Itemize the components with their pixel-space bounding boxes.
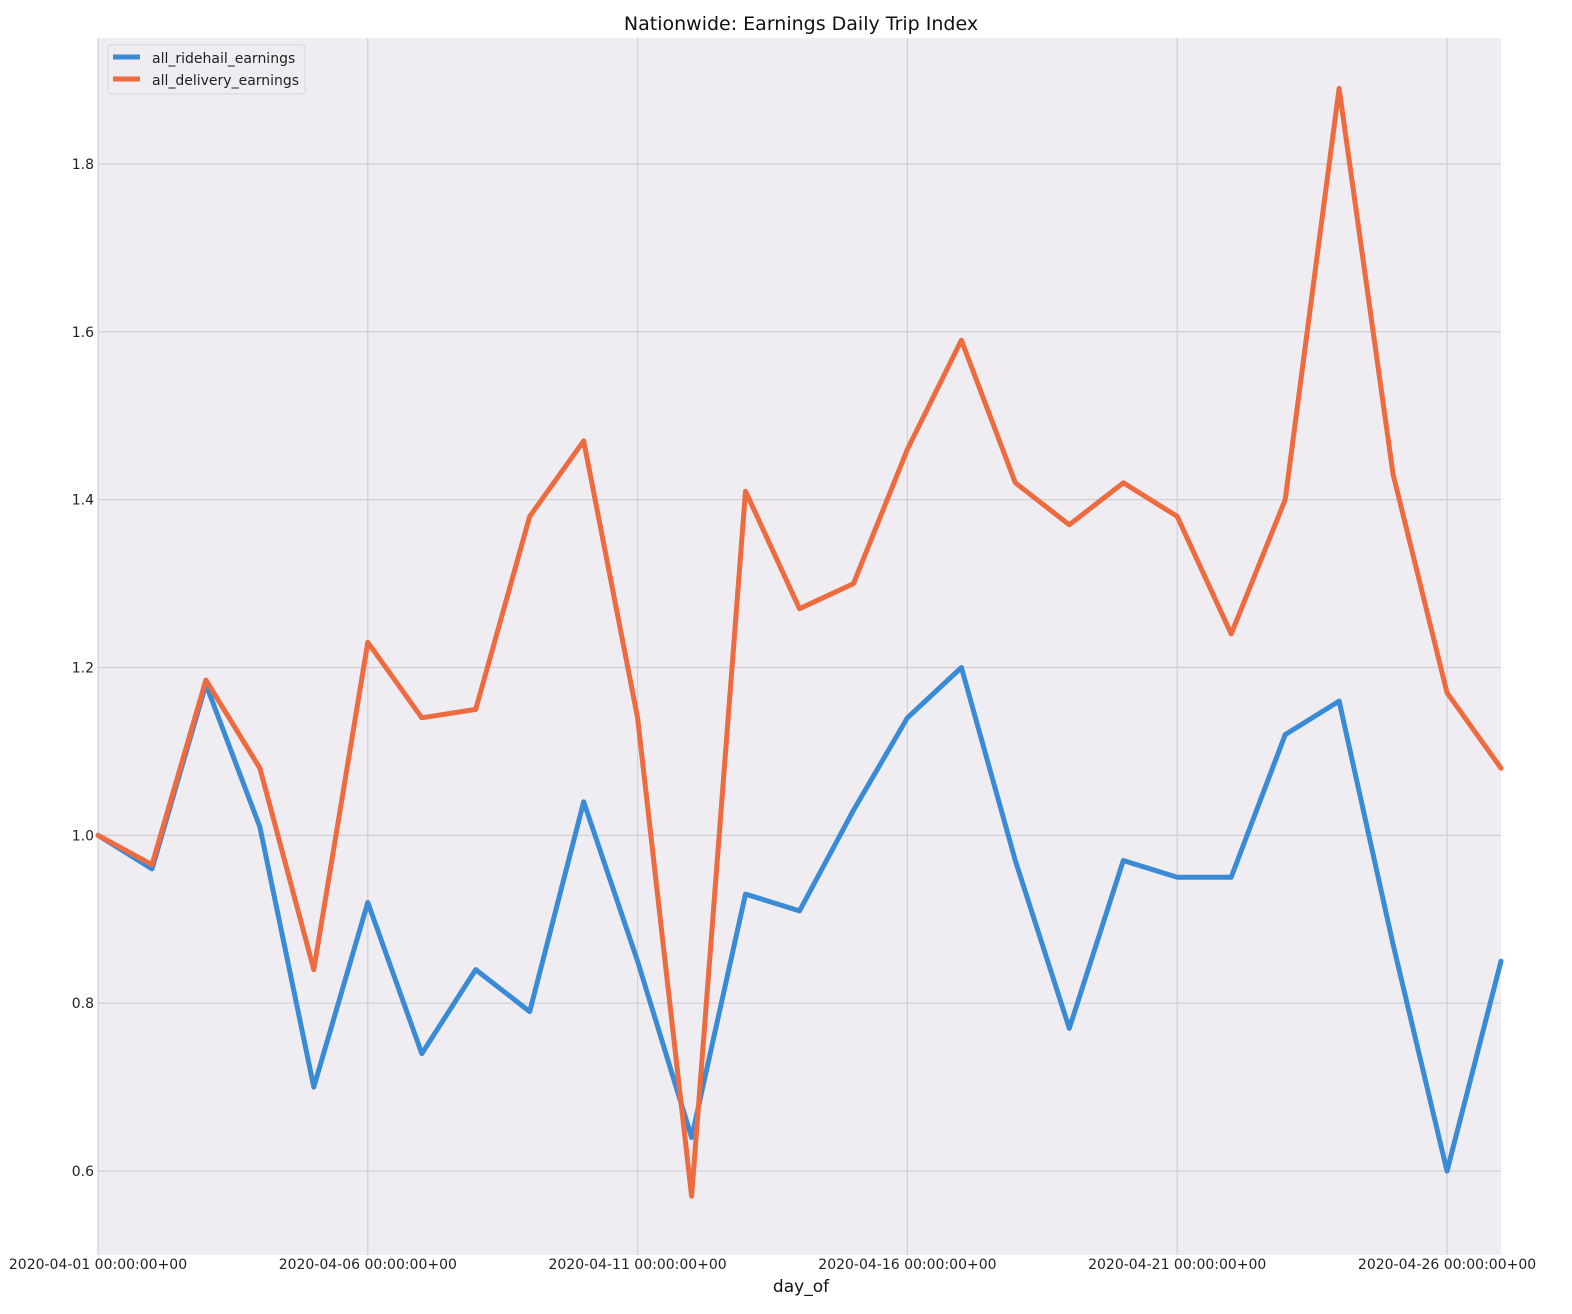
x-tick-label: 2020-04-06 00:00:00+00 (279, 1257, 457, 1273)
y-tick-label: 0.6 (72, 1164, 94, 1180)
y-tick-label: 1.2 (72, 660, 94, 676)
x-axis-label: day_of (773, 1277, 830, 1297)
legend: all_ridehail_earnings all_delivery_earni… (107, 44, 306, 95)
chart-title: Nationwide: Earnings Daily Trip Index (624, 13, 978, 35)
x-tick-label: 2020-04-01 00:00:00+00 (9, 1257, 187, 1273)
legend-label-delivery: all_delivery_earnings (152, 73, 299, 89)
y-tick-label: 1.0 (72, 828, 94, 844)
series-layer (95, 85, 1504, 1199)
x-tick-label: 2020-04-11 00:00:00+00 (548, 1257, 726, 1273)
series-line-all_ridehail_earnings (95, 665, 1504, 1174)
plot-area (98, 38, 1501, 1255)
series-line-all_delivery_earnings (95, 85, 1504, 1199)
legend-label-ridehail: all_ridehail_earnings (152, 51, 295, 67)
x-axis-ticks: 2020-04-01 00:00:00+00 2020-04-06 00:00:0… (9, 1257, 1536, 1273)
y-tick-label: 1.8 (72, 157, 94, 173)
y-axis-ticks: 0.6 0.8 1.0 1.2 1.4 1.6 1.8 (72, 157, 94, 1180)
y-tick-label: 0.8 (72, 996, 94, 1012)
x-tick-label: 2020-04-26 00:00:00+00 (1358, 1257, 1536, 1273)
y-tick-label: 1.6 (72, 325, 94, 341)
y-tick-label: 1.4 (72, 493, 94, 509)
x-tick-label: 2020-04-21 00:00:00+00 (1088, 1257, 1266, 1273)
legend-box (107, 44, 306, 95)
x-tick-label: 2020-04-16 00:00:00+00 (818, 1257, 996, 1273)
y-gridlines (98, 163, 1501, 1172)
